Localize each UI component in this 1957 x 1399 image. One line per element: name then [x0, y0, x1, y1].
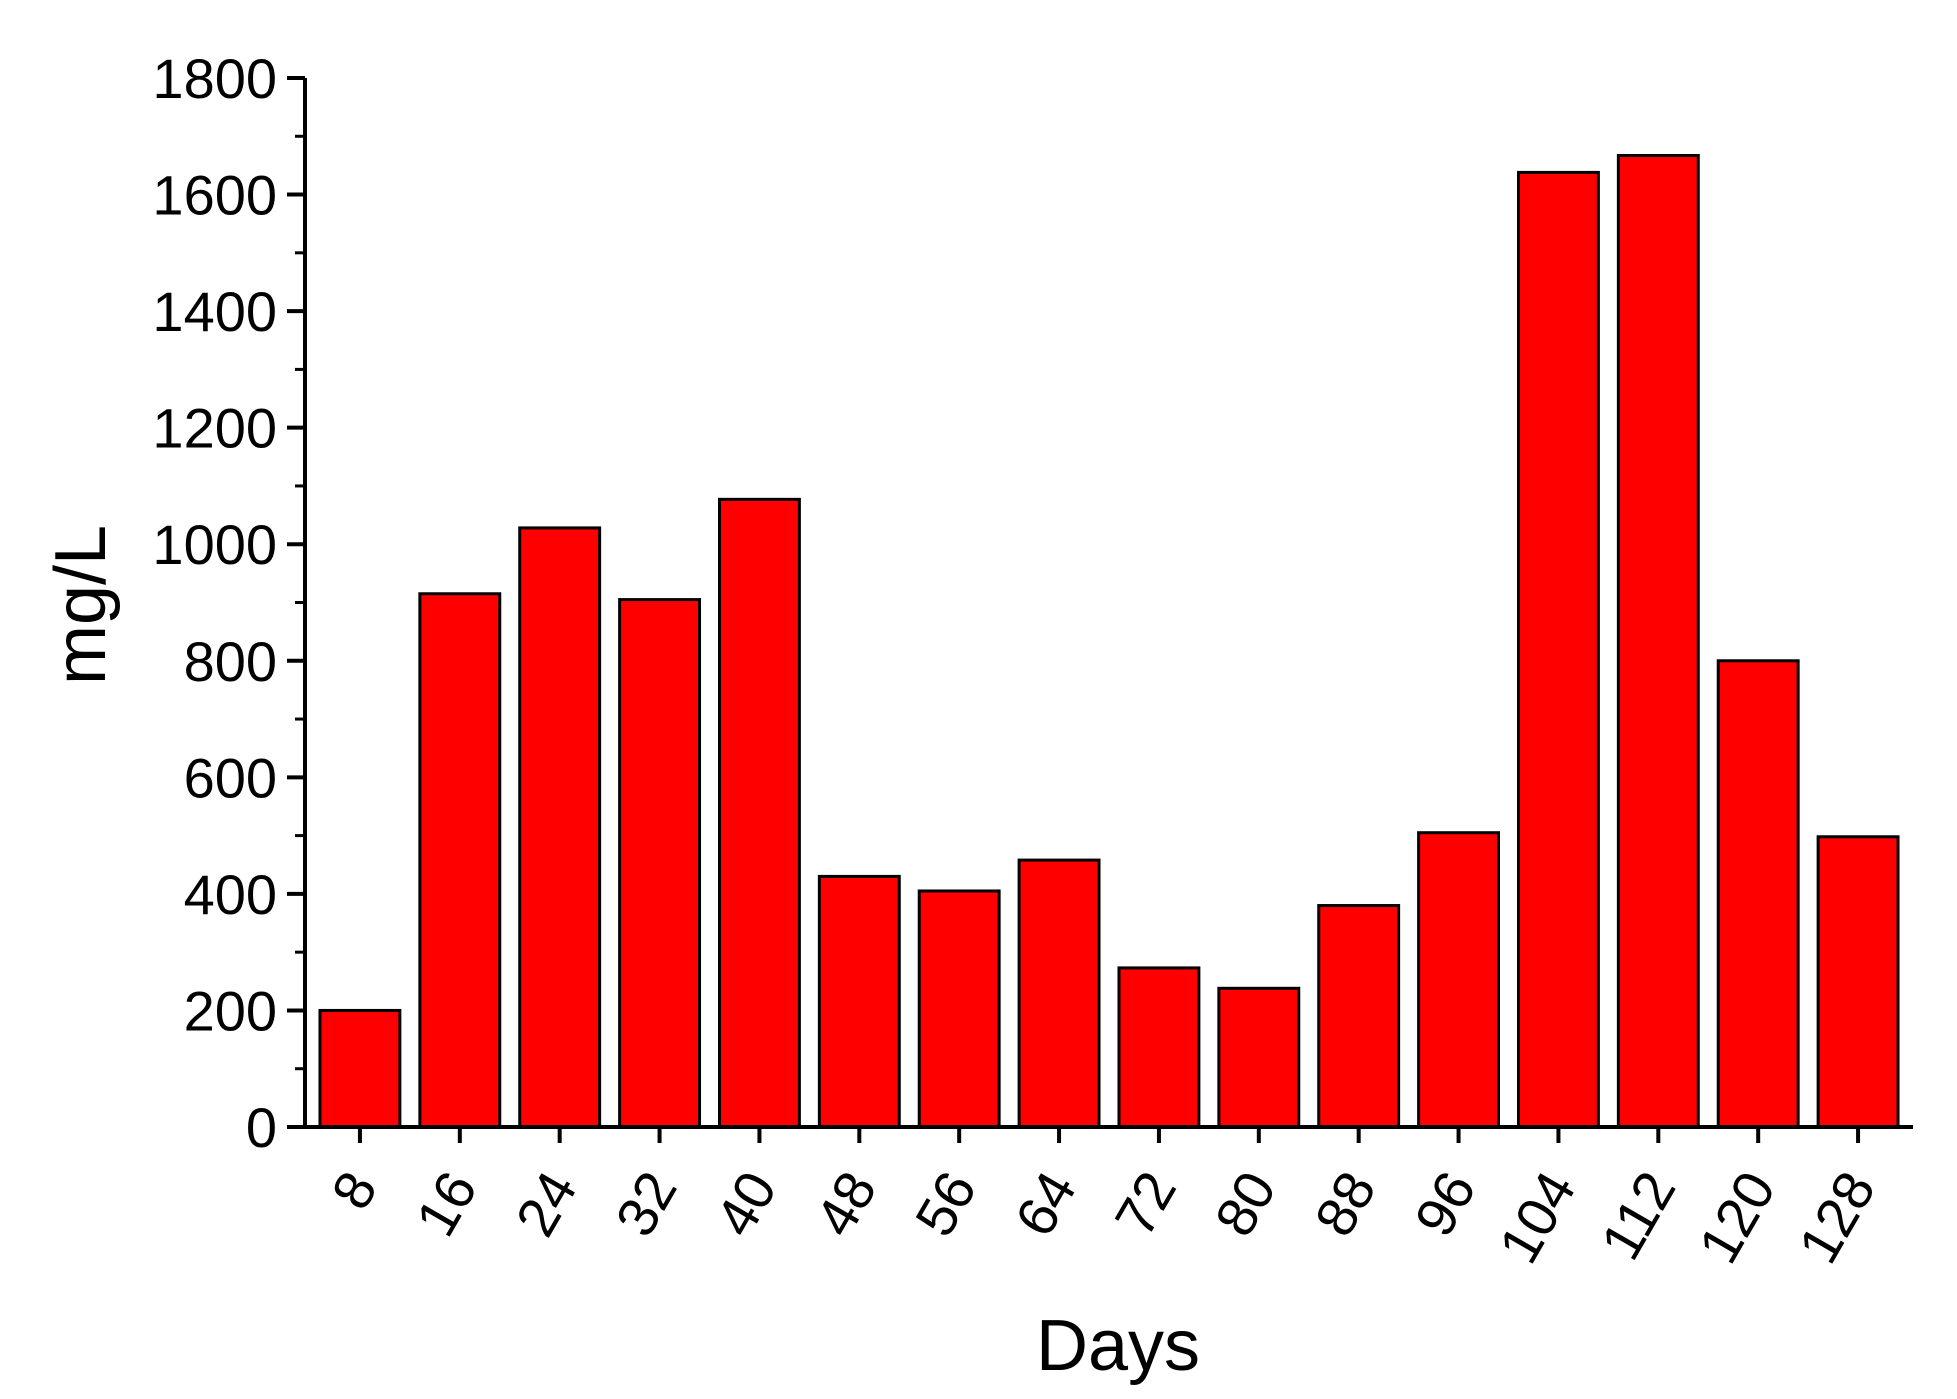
x-tick-label: 112 — [1588, 1161, 1687, 1270]
x-tick-label: 56 — [903, 1161, 989, 1246]
x-tick-label: 88 — [1302, 1161, 1388, 1246]
y-tick-label: 600 — [184, 746, 277, 809]
bar-120 — [1716, 659, 1800, 1129]
y-axis-label: mg/L — [41, 525, 121, 685]
x-tick-label: 120 — [1686, 1161, 1787, 1273]
y-tick-label: 1200 — [152, 397, 277, 460]
bar-40 — [717, 497, 801, 1129]
bar-64 — [1017, 858, 1101, 1129]
bar-80 — [1217, 986, 1301, 1129]
bar-128 — [1816, 835, 1900, 1129]
x-tick-label: 96 — [1402, 1161, 1488, 1246]
x-tick-label: 104 — [1486, 1161, 1587, 1273]
bar-48 — [817, 874, 901, 1129]
y-tick-label: 0 — [246, 1096, 277, 1159]
bar-16 — [418, 592, 502, 1129]
bar-32 — [618, 598, 702, 1129]
x-tick-label: 64 — [1003, 1161, 1089, 1246]
x-tick-label: 40 — [703, 1161, 789, 1246]
bar-24 — [518, 526, 602, 1129]
x-tick-label: 80 — [1202, 1161, 1288, 1246]
x-tick-label: 128 — [1786, 1161, 1887, 1273]
y-tick-label: 200 — [184, 979, 277, 1042]
y-tick-label: 1600 — [152, 164, 277, 227]
x-tick-label: 8 — [319, 1161, 389, 1219]
x-tick-label: 16 — [403, 1161, 489, 1246]
bar-8 — [318, 1008, 402, 1129]
y-tick-label: 1400 — [152, 280, 277, 343]
bar-104 — [1516, 170, 1600, 1129]
bar-96 — [1417, 831, 1501, 1129]
y-tick-label: 1800 — [152, 47, 277, 110]
y-minor-ticks — [295, 134, 305, 1071]
y-tick-label: 800 — [184, 630, 277, 693]
y-tick-label: 1000 — [152, 513, 277, 576]
bars — [318, 154, 1900, 1129]
y-axis-ticks: 0 200 400 600 800 1000 1200 1400 1600 1800 — [152, 47, 305, 1159]
x-tick-label: 72 — [1102, 1161, 1188, 1246]
x-tick-label: 48 — [803, 1161, 889, 1246]
bar-72 — [1117, 966, 1201, 1129]
bar-88 — [1317, 904, 1401, 1129]
x-tick-label: 24 — [503, 1161, 589, 1246]
x-tick-label: 32 — [603, 1161, 689, 1246]
x-axis-label: Days — [1036, 1306, 1200, 1386]
bar-112 — [1616, 154, 1700, 1129]
y-tick-label: 400 — [184, 863, 277, 926]
bar-56 — [917, 889, 1001, 1129]
